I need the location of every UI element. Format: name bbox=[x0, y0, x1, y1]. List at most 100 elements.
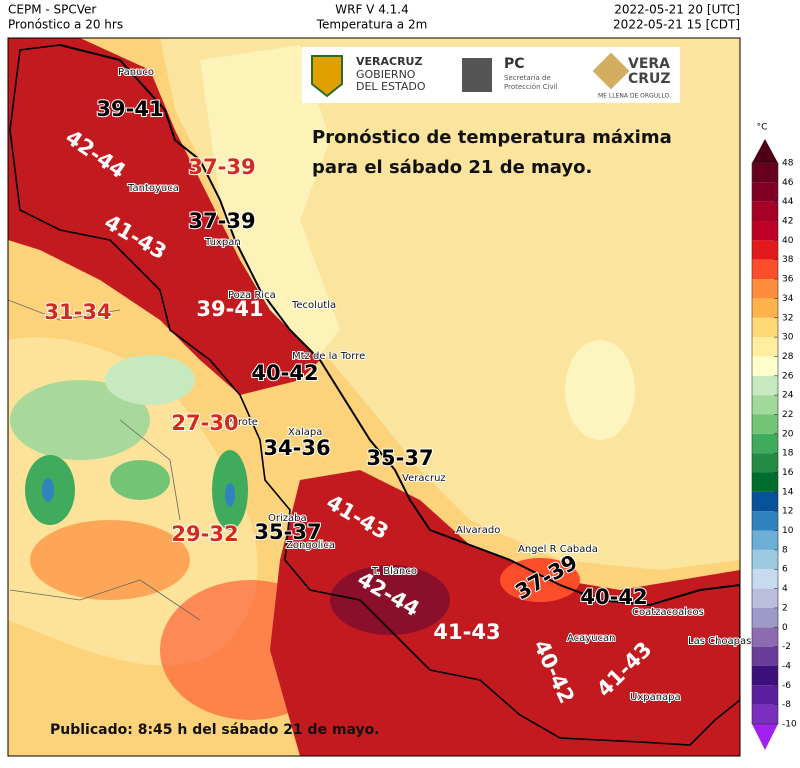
colorbar-tick-label: 18 bbox=[782, 449, 794, 459]
colorbar-bin bbox=[752, 414, 778, 434]
colorbar-tick-label: -10 bbox=[782, 720, 797, 730]
colorbar-bin bbox=[752, 530, 778, 550]
colorbar-bin bbox=[752, 298, 778, 318]
header-right: 2022-05-21 20 [UTC] bbox=[614, 3, 740, 17]
temperature-range: 31-34 bbox=[44, 300, 111, 324]
colorbar-tick-label: 4 bbox=[782, 584, 788, 594]
warm-patch bbox=[500, 558, 580, 602]
logo-text: Protección Civil bbox=[504, 83, 558, 91]
colorbar-bin bbox=[752, 279, 778, 299]
colorbar-tick-label: 22 bbox=[782, 410, 793, 420]
place-label: Orizaba bbox=[268, 513, 307, 524]
place-label: Alvarado bbox=[456, 525, 500, 536]
header-right: 2022-05-21 15 [CDT] bbox=[613, 18, 740, 32]
colorbar-bin bbox=[752, 182, 778, 202]
colorbar-tick-label: 42 bbox=[782, 217, 793, 227]
place-label: Tuxpan bbox=[204, 237, 241, 248]
place-label: Tantoyuca bbox=[127, 183, 179, 194]
warm-patch bbox=[30, 520, 190, 600]
colorbar-tick-label: 20 bbox=[782, 429, 794, 439]
hot-area bbox=[270, 470, 740, 756]
title: Pronóstico de temperatura máxima bbox=[312, 127, 672, 148]
place-label: Uxpanapa bbox=[630, 692, 681, 703]
temperature-range: 37-39 bbox=[188, 209, 255, 233]
place-label: Las Choapas bbox=[688, 636, 751, 647]
place-label: Xalapa bbox=[288, 427, 322, 438]
colorbar-over bbox=[752, 139, 778, 163]
colorbar-tick-label: -6 bbox=[782, 681, 791, 691]
colorbar-tick-label: 6 bbox=[782, 565, 788, 575]
header-left: CEPM - SPCVer bbox=[8, 3, 96, 17]
logo-text: ME LLENA DE ORGULLO bbox=[598, 93, 670, 100]
colorbar-tick-label: 48 bbox=[782, 159, 794, 169]
logo-text: DEL ESTADO bbox=[356, 80, 426, 93]
temperature-range: 29-32 bbox=[171, 522, 238, 546]
colorbar-tick-label: 36 bbox=[782, 275, 794, 285]
logo-text: CRUZ bbox=[628, 71, 671, 87]
header: CEPM - SPCVer Pronóstico a 20 hrs WRF V … bbox=[8, 3, 740, 32]
colorbar-unit: °C bbox=[757, 123, 768, 133]
coastal-cool bbox=[200, 45, 340, 380]
state-border bbox=[9, 44, 740, 746]
colorbar-bin bbox=[752, 163, 778, 183]
temperature-range: 35-37 bbox=[366, 446, 433, 470]
colorbar-bin bbox=[752, 511, 778, 531]
temperature-range: 41-43 bbox=[433, 620, 500, 644]
colorbar-bin bbox=[752, 685, 778, 705]
place-label: Mtz de la Torre bbox=[292, 351, 365, 362]
very-hot-area bbox=[330, 565, 450, 635]
colorbar-tick-label: 2 bbox=[782, 603, 788, 613]
colorbar-tick-label: 14 bbox=[782, 487, 794, 497]
colorbar-bin bbox=[752, 627, 778, 647]
colorbar-bin bbox=[752, 646, 778, 666]
colorbar-tick-label: 40 bbox=[782, 236, 794, 246]
temperature-range: 34-36 bbox=[263, 436, 330, 460]
colorbar-bin bbox=[752, 453, 778, 473]
title: para el sábado 21 de mayo. bbox=[312, 157, 592, 178]
place-label: Acayucan bbox=[567, 633, 616, 644]
cool-patch bbox=[110, 460, 170, 500]
place-label: Veracruz bbox=[402, 473, 446, 484]
colorbar-bin bbox=[752, 201, 778, 222]
place-label: Zongolica bbox=[286, 540, 335, 551]
cool-patch bbox=[105, 355, 195, 405]
logo-bar: VERACRUZ GOBIERNO DEL ESTADO PC Secretar… bbox=[302, 47, 680, 103]
colorbar-bin bbox=[752, 356, 778, 376]
pc-shield bbox=[462, 58, 492, 92]
temperature-range: 39-41 bbox=[96, 97, 163, 121]
colorbar-tick-label: 46 bbox=[782, 178, 794, 188]
veracruz-emblem bbox=[592, 52, 630, 90]
colorbar-bin bbox=[752, 472, 778, 492]
logo-text: PC bbox=[504, 56, 525, 72]
logo-text: GOBIERNO bbox=[356, 68, 416, 81]
colorbar-tick-label: 32 bbox=[782, 313, 793, 323]
colorbar-bin bbox=[752, 221, 778, 241]
colorbar-bin bbox=[752, 259, 778, 280]
logo-text: VERACRUZ bbox=[356, 55, 422, 68]
colorbar-bin bbox=[752, 549, 778, 570]
colorbar-tick-label: 30 bbox=[782, 333, 794, 343]
place-label: Panuco bbox=[118, 67, 154, 78]
header-left: Pronóstico a 20 hrs bbox=[8, 18, 123, 32]
temperature-range: 37-39 bbox=[188, 155, 255, 179]
colorbar-bin bbox=[752, 491, 778, 512]
logo-text: VERA bbox=[628, 56, 670, 72]
temperature-range: 40-42 bbox=[251, 361, 318, 385]
temperature-range: 27-30 bbox=[171, 411, 238, 435]
colorbar-tick-label: -8 bbox=[782, 700, 791, 710]
header-center: Temperatura a 2m bbox=[316, 18, 428, 32]
colorbar-tick-label: 28 bbox=[782, 352, 794, 362]
colorbar-bin bbox=[752, 433, 778, 454]
colorbar-bin bbox=[752, 607, 778, 628]
cool-patch bbox=[10, 380, 150, 460]
colorbar-tick-label: 12 bbox=[782, 507, 793, 517]
footer: Publicado: 8:45 h del sábado 21 de mayo. bbox=[50, 722, 380, 738]
hot-area bbox=[8, 38, 320, 395]
colorbar-tick-label: 26 bbox=[782, 371, 794, 381]
colorbar-tick-label: -4 bbox=[782, 661, 791, 671]
temperature-range: 35-37 bbox=[254, 520, 321, 544]
colorbar-under bbox=[752, 724, 778, 750]
colorbar-bin bbox=[752, 395, 778, 415]
colorbar-tick-label: 34 bbox=[782, 294, 794, 304]
